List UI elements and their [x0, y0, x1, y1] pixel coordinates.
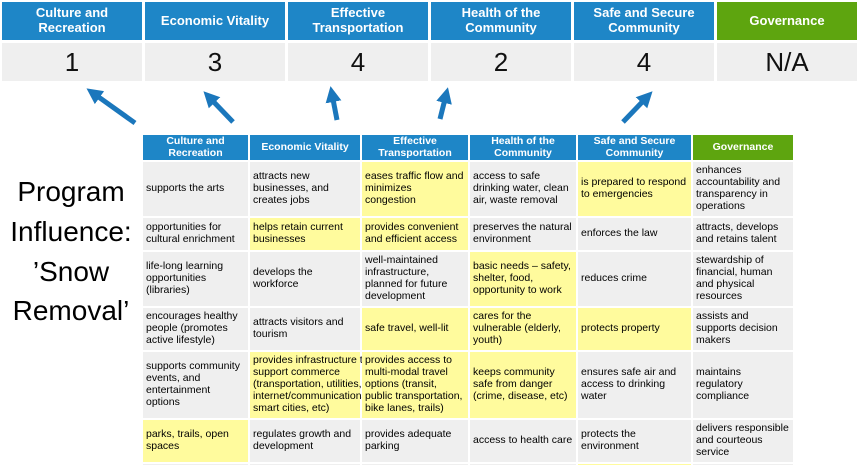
matrix-cell-5-2: provides adequate parking — [362, 419, 468, 462]
matrix-cell-0-4: is prepared to respond to emergencies — [578, 162, 691, 216]
matrix-cell-3-5: assists and supports decision makers — [693, 307, 793, 350]
scoreboard: Culture and Recreation Economic Vitality E… — [2, 2, 857, 81]
matrix-cell-2-3: basic needs – safety, shelter, food, opp… — [470, 251, 576, 306]
matrix-cell-0-5: enhances accountability and transparency… — [693, 162, 793, 216]
matrix-cell-6-3: access to safe drinking water, clean air… — [470, 463, 576, 465]
scoreboard-score-3: 2 — [431, 43, 571, 81]
matrix-cell-1-1: helps retain current businesses — [250, 217, 360, 250]
scoreboard-header-5: Governance — [717, 2, 857, 40]
matrix-cell-5-5: delivers responsible and courteous servi… — [693, 419, 793, 462]
matrix-cell-6-2: walkable community — [362, 463, 468, 465]
arrow-up-icon — [621, 91, 653, 124]
matrix-cell-4-2: provides access to multi-modal travel op… — [362, 351, 468, 418]
scoreboard-header-1: Economic Vitality — [145, 2, 285, 40]
matrix-cell-6-4: provides safe travel and mobility — [578, 463, 691, 465]
matrix-cell-4-3: keeps community safe from danger (crime,… — [470, 351, 576, 418]
arrow-up-icon — [86, 88, 137, 126]
matrix-cell-2-5: stewardship of financial, human and phys… — [693, 251, 793, 306]
matrix-cell-1-0: opportunities for cultural enrichment — [143, 217, 248, 250]
scoreboard-header-4: Safe and Secure Community — [574, 2, 714, 40]
matrix-cell-2-0: life-long learning opportunities (librar… — [143, 251, 248, 306]
matrix-cell-3-2: safe travel, well-lit — [362, 307, 468, 350]
matrix-cell-6-5: enhances accountability and transparency… — [693, 463, 793, 465]
influence-matrix: Culture and Recreation Economic Vitality E… — [143, 135, 795, 465]
matrix-cell-2-1: develops the workforce — [250, 251, 360, 306]
matrix-cell-0-2: eases traffic flow and minimizes congest… — [362, 162, 468, 216]
matrix-cell-1-4: enforces the law — [578, 217, 691, 250]
scoreboard-header-0: Culture and Recreation — [2, 2, 142, 40]
matrix-cell-6-0 — [143, 463, 248, 465]
matrix-cell-3-4: protects property — [578, 307, 691, 350]
matrix-header-2: Effective Transportation — [362, 135, 468, 161]
matrix-cell-4-4: ensures safe air and access to drinking … — [578, 351, 691, 418]
scoreboard-score-2: 4 — [288, 43, 428, 81]
matrix-cell-3-1: attracts visitors and tourism — [250, 307, 360, 350]
matrix-cell-2-2: well-maintained infrastructure, planned … — [362, 251, 468, 306]
matrix-cell-6-1: vibrant downtown — [250, 463, 360, 465]
matrix-cell-5-0: parks, trails, open spaces — [143, 419, 248, 462]
matrix-cell-4-1: provides infrastructure to support comme… — [250, 351, 370, 418]
matrix-cell-5-3: access to health care — [470, 419, 576, 462]
scoreboard-header-2: Effective Transportation — [288, 2, 428, 40]
matrix-cell-4-0: supports community events, and entertain… — [143, 351, 248, 418]
arrow-up-icon — [436, 87, 452, 120]
scoreboard-score-5: N/A — [717, 43, 857, 81]
matrix-cell-1-2: provides convenient and efficient access — [362, 217, 468, 250]
matrix-cell-0-0: supports the arts — [143, 162, 248, 216]
matrix-cell-4-5: maintains regulatory compliance — [693, 351, 793, 418]
scoreboard-score-4: 4 — [574, 43, 714, 81]
matrix-cell-5-1: regulates growth and development — [250, 419, 360, 462]
matrix-cell-5-4: protects the environment — [578, 419, 691, 462]
matrix-cell-2-4: reduces crime — [578, 251, 691, 306]
matrix-header-3: Health of the Community — [470, 135, 576, 161]
matrix-cell-3-3: cares for the vulnerable (elderly, youth… — [470, 307, 576, 350]
matrix-cell-3-0: encourages healthy people (promotes acti… — [143, 307, 248, 350]
scoreboard-score-1: 3 — [145, 43, 285, 81]
scoreboard-header-3: Health of the Community — [431, 2, 571, 40]
scoreboard-score-0: 1 — [2, 43, 142, 81]
matrix-cell-0-3: access to safe drinking water, clean air… — [470, 162, 576, 216]
arrow-up-icon — [203, 91, 235, 124]
program-title: Program Influence: ’Snow Removal’ — [10, 176, 132, 327]
arrow-up-icon — [325, 86, 342, 121]
matrix-header-4: Safe and Secure Community — [578, 135, 691, 161]
matrix-cell-0-1: attracts new businesses, and creates job… — [250, 162, 360, 216]
matrix-cell-1-3: preserves the natural environment — [470, 217, 576, 250]
matrix-header-0: Culture and Recreation — [143, 135, 248, 161]
arrows-layer — [86, 86, 653, 126]
matrix-header-1: Economic Vitality — [250, 135, 360, 161]
matrix-header-5: Governance — [693, 135, 793, 161]
matrix-cell-1-5: attracts, develops and retains talent — [693, 217, 793, 250]
